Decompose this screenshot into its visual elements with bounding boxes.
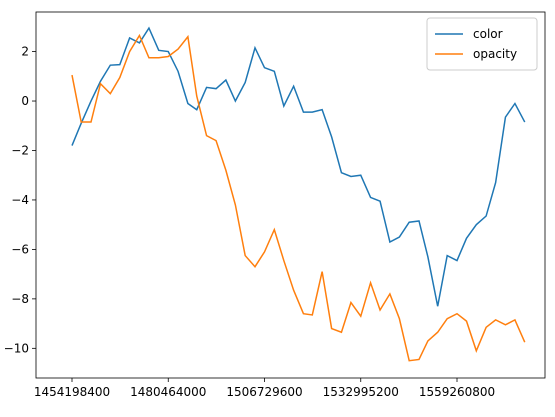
line-series bbox=[71, 26, 526, 307]
x-tick-label: 1532995200 bbox=[323, 385, 399, 399]
y-tick-label: −10 bbox=[4, 341, 29, 355]
x-tick-label: 1454198400 bbox=[34, 385, 110, 399]
legend-box bbox=[426, 17, 538, 71]
y-tick-label: −4 bbox=[11, 193, 29, 207]
plot-frame bbox=[35, 11, 546, 379]
y-tick-label: −2 bbox=[11, 143, 29, 157]
line-series bbox=[71, 33, 526, 362]
y-tick-label: −8 bbox=[11, 292, 29, 306]
x-tick-label: 1559260800 bbox=[419, 385, 495, 399]
legend-label: color bbox=[473, 27, 503, 41]
y-tick-label: 0 bbox=[21, 94, 29, 108]
y-tick-label: 2 bbox=[21, 45, 29, 59]
x-tick-label: 1480464000 bbox=[130, 385, 206, 399]
y-tick-label: −6 bbox=[11, 242, 29, 256]
x-tick-label: 1506729600 bbox=[226, 385, 302, 399]
legend-label: opacity bbox=[473, 47, 517, 61]
